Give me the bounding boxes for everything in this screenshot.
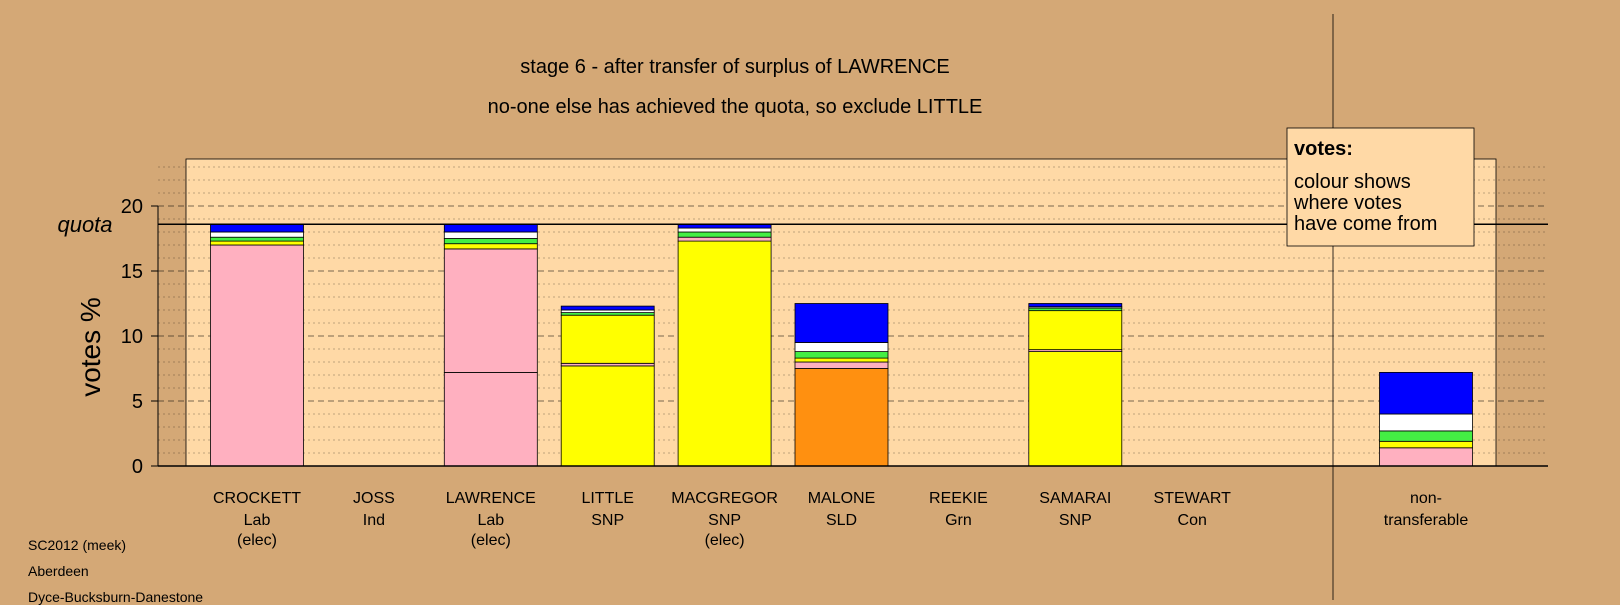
candidate-party: SNP [708,512,741,529]
bar-crockett-segment [210,240,304,246]
candidate-name: LAWRENCE [446,490,536,507]
bar-malone-segment [794,361,889,369]
legend-line-2: where votes [1293,192,1402,214]
candidate-party: SLD [826,512,857,529]
nontransferable-label-1: non- [1410,490,1442,507]
candidate-name: JOSS [353,490,395,507]
bar-malone-segment [794,368,889,467]
footer-source: SC2012 (meek) [28,537,127,553]
candidate-name: CROCKETT [213,490,301,507]
bar-little-segment [560,314,655,364]
bar-lawrence-segment [443,248,538,373]
bar-nontransferable-segment [1379,430,1473,442]
legend-box [1286,127,1475,247]
candidate-name: STEWART [1154,490,1232,507]
y-tick-label: 5 [132,391,143,413]
footer-ward: Dyce-Bucksburn-Danestone [28,589,204,605]
candidate-status: (elec) [471,532,511,549]
legend-line-1: colour shows [1294,171,1411,193]
candidate-name: MALONE [808,490,876,507]
quota-label: quota [57,212,112,237]
candidate-status: (elec) [705,532,745,549]
legend: votes: colour shows where votes have com… [1286,127,1475,247]
candidate-name: SAMARAI [1039,490,1111,507]
bar-nontransferable-segment [1379,413,1473,432]
nontransferable-label-2: transferable [1384,512,1469,529]
chart-subtitle: no-one else has achieved the quota, so e… [488,96,983,118]
candidate-party: Con [1178,512,1207,529]
bar-macgregor-segment [677,227,772,233]
legend-title: votes: [1294,138,1353,160]
bar-lawrence-segment [443,231,538,239]
y-tick-label: 15 [121,261,143,283]
bar-little-segment [560,305,655,311]
bar-malone-segment [794,351,889,359]
candidate-party: Grn [945,512,972,529]
footer-council: Aberdeen [28,563,89,579]
bar-lawrence-segment [443,238,538,245]
bar-lawrence-segment [443,243,538,250]
bar-crockett-segment [210,231,304,238]
bar-malone-segment [794,342,889,353]
y-tick-label: 0 [132,456,143,478]
bar-macgregor-segment [677,231,772,238]
bar-nontransferable-segment [1379,371,1473,415]
bar-lawrence-segment [443,371,538,467]
bar-nontransferable-segment [1379,447,1473,467]
bar-nontransferable-segment [1379,440,1473,449]
candidate-name: REEKIE [929,490,988,507]
candidate-party: Ind [363,512,385,529]
bar-crockett-segment [210,236,304,242]
candidate-party: SNP [591,512,624,529]
bars [210,223,1473,467]
y-tick-label: 20 [121,196,143,218]
x-axis-labels: CROCKETT Lab (elec) JOSS Ind LAWRENCE Lab (elec… [213,490,1468,549]
candidate-party: Lab [477,512,504,529]
y-axis: 0 5 10 15 20 [121,196,159,478]
bar-macgregor-segment [677,240,772,467]
bar-samarai-segment [1028,310,1123,351]
bar-crockett-segment [210,223,304,233]
bar-crockett-segment [210,244,304,467]
bar-samarai-segment [1028,303,1123,308]
y-axis-label: votes % [75,297,106,397]
candidate-party: Lab [244,512,271,529]
legend-line-3: have come from [1294,213,1437,235]
candidate-party: SNP [1059,512,1092,529]
bar-malone-segment [794,303,889,343]
y-tick-label: 10 [121,326,143,348]
chart-title: stage 6 - after transfer of surplus of L… [520,56,949,78]
bar-malone-segment [794,357,889,363]
candidate-name: MACGREGOR [671,490,778,507]
bar-lawrence-segment [443,223,538,233]
candidate-name: LITTLE [581,490,633,507]
bar-samarai-segment [1028,351,1123,467]
bar-macgregor-segment [677,236,772,242]
candidate-status: (elec) [237,532,277,549]
bar-little-segment [560,365,655,467]
